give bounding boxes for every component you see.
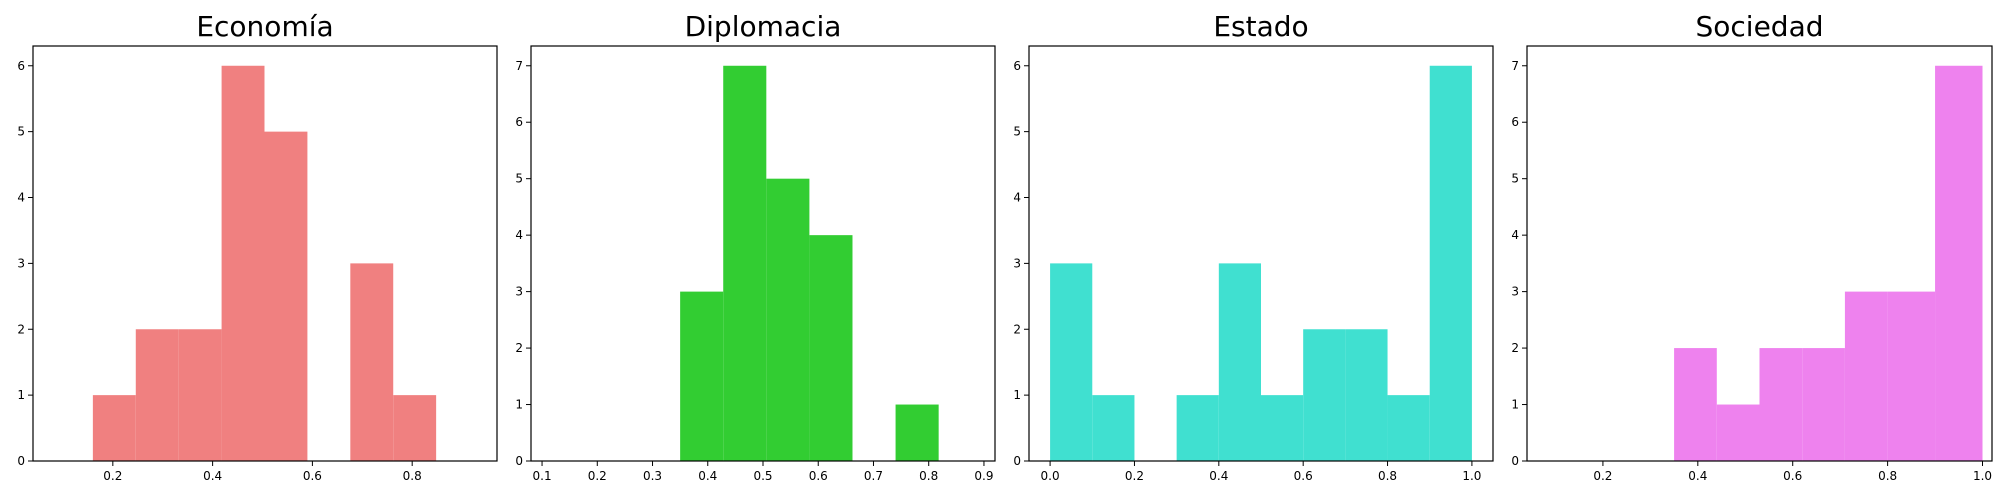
x-tick-label: 0.4	[1209, 469, 1228, 483]
histogram-bar	[1218, 263, 1261, 461]
chart-title: Economía	[196, 10, 333, 43]
histogram-bar	[895, 404, 939, 461]
histogram-bar	[1261, 395, 1304, 461]
histogram-bar	[809, 235, 853, 461]
x-tick-label: 1.0	[1462, 469, 1481, 483]
histogram-bar	[1050, 263, 1093, 461]
y-tick-label: 7	[515, 59, 523, 73]
y-tick-label: 1	[17, 388, 25, 402]
x-tick-label: 0.4	[1688, 469, 1707, 483]
axes-frame	[1526, 45, 1993, 462]
histogram-bar	[1429, 65, 1472, 461]
x-tick-label: 0.3	[643, 469, 662, 483]
y-tick-label: 6	[515, 115, 523, 129]
histogram-bar	[264, 131, 308, 461]
axes-frame	[32, 45, 498, 462]
y-tick-label: 0	[515, 454, 523, 468]
y-tick-label: 5	[515, 172, 523, 186]
histogram-bar	[1844, 291, 1888, 461]
histogram-bar	[135, 329, 179, 461]
x-tick-label: 0.5	[753, 469, 772, 483]
x-tick-label: 0.2	[103, 469, 122, 483]
y-tick-label: 1	[515, 398, 523, 412]
y-tick-label: 2	[515, 341, 523, 355]
x-tick-label: 0.6	[809, 469, 828, 483]
y-tick-label: 5	[1013, 125, 1021, 139]
chart-panel-1: Economía 0.2 0.4 0.6 0.8 0 1 2 3 4 5 6	[17, 10, 498, 483]
x-tick-label: 0.8	[1878, 469, 1897, 483]
y-tick-label: 2	[1013, 322, 1021, 336]
x-tick-label: 0.2	[1593, 469, 1612, 483]
y-tick-label: 6	[17, 59, 25, 73]
histogram-bar	[766, 178, 810, 461]
chart-title: Sociedad	[1695, 10, 1823, 43]
x-tick-label: 0.8	[1378, 469, 1397, 483]
chart-title: Estado	[1213, 10, 1308, 43]
histogram-bar	[1176, 395, 1219, 461]
y-tick-label: 0	[17, 454, 25, 468]
histogram-bar	[1674, 348, 1717, 461]
x-tick-label: 0.4	[698, 469, 717, 483]
histogram-bar	[1887, 291, 1936, 461]
chart-title: Diplomacia	[685, 10, 842, 43]
x-tick-label: 0.7	[864, 469, 883, 483]
histogram-bar	[1759, 348, 1803, 461]
x-tick-label: 0.8	[919, 469, 938, 483]
y-tick-label: 6	[1013, 59, 1021, 73]
histogram-bar	[1092, 395, 1135, 461]
y-tick-label: 4	[1013, 191, 1021, 205]
y-tick-label: 3	[17, 256, 25, 270]
y-tick-label: 2	[1511, 341, 1519, 355]
x-tick-label: 1.0	[1973, 469, 1992, 483]
y-tick-label: 0	[1013, 454, 1021, 468]
chart-panel-3: Estado 0.0 0.2 0.4 0.6 0.8 1.0 0 1 2 3 4 5 6	[1013, 10, 1494, 483]
x-tick-label: 0.6	[1294, 469, 1313, 483]
histogram-bar	[723, 65, 767, 461]
x-tick-label: 0.2	[1125, 469, 1144, 483]
histogram-bar	[1716, 404, 1760, 461]
y-tick-label: 6	[1511, 115, 1519, 129]
histogram-bar	[1802, 348, 1845, 461]
x-tick-label: 0.4	[203, 469, 222, 483]
y-tick-label: 5	[1511, 172, 1519, 186]
histogram-bar	[680, 291, 724, 461]
histogram-bar	[1935, 65, 1983, 461]
histogram-bar	[1303, 329, 1346, 461]
y-tick-label: 1	[1511, 398, 1519, 412]
y-tick-label: 3	[515, 285, 523, 299]
y-tick-label: 5	[17, 125, 25, 139]
x-tick-label: 0.1	[533, 469, 552, 483]
x-tick-label: 0.9	[974, 469, 993, 483]
x-tick-label: 0.8	[403, 469, 422, 483]
chart-panel-4: Sociedad 0.2 0.4 0.6 0.8 1.0 0 1 2 3 4 5 6 7	[1511, 10, 1993, 483]
histogram-bar	[393, 395, 437, 461]
y-tick-label: 1	[1013, 388, 1021, 402]
histogram-bar	[92, 395, 136, 461]
histogram-bar	[178, 329, 222, 461]
x-tick-label: 0.6	[1783, 469, 1802, 483]
x-tick-label: 0.0	[1041, 469, 1060, 483]
y-tick-label: 3	[1511, 285, 1519, 299]
histogram-bar	[1387, 395, 1430, 461]
axes-frame	[1028, 45, 1494, 462]
y-tick-label: 0	[1511, 454, 1519, 468]
x-tick-label: 0.6	[303, 469, 322, 483]
histogram-bar	[221, 65, 265, 461]
y-tick-label: 4	[515, 228, 523, 242]
y-tick-label: 4	[17, 191, 25, 205]
y-tick-label: 2	[17, 322, 25, 336]
x-tick-label: 0.2	[588, 469, 607, 483]
y-tick-label: 3	[1013, 256, 1021, 270]
chart-panel-2: Diplomacia 0.1 0.2 0.3 0.4 0.5 0.6 0.7 0.8 0.9 0 1 2…	[515, 10, 996, 483]
y-tick-label: 7	[1511, 59, 1519, 73]
y-tick-label: 4	[1511, 228, 1519, 242]
histogram-bar	[350, 263, 394, 461]
histogram-bar	[1345, 329, 1388, 461]
